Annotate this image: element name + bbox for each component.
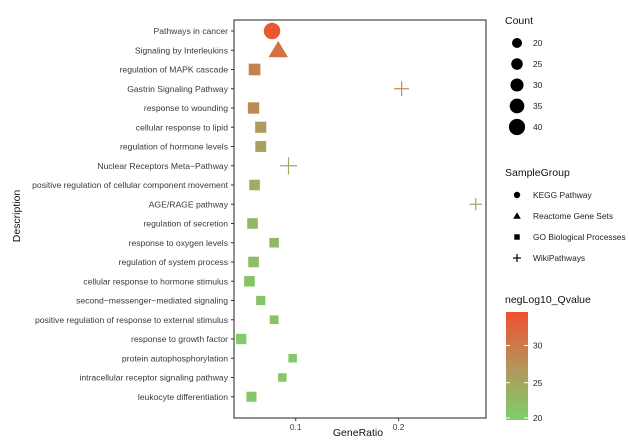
category-label: cellular response to hormone stimulus — [83, 276, 228, 286]
legend-group-key-triangle — [513, 212, 521, 219]
category-label: Nuclear Receptors Meta−Pathway — [97, 161, 228, 171]
category-label: intracellular receptor signaling pathway — [79, 373, 228, 383]
data-point-plus — [279, 157, 298, 175]
legend-samplegroup: KEGG Pathway Reactome Gene Sets GO Biologi… — [513, 190, 626, 263]
legend-group-label: WikiPathways — [533, 253, 585, 263]
category-label: Pathways in cancer — [153, 26, 228, 36]
data-point-square — [256, 295, 266, 306]
category-label: regulation of system process — [119, 257, 228, 267]
category-label: response to oxygen levels — [129, 238, 228, 248]
y-axis-labels: Pathways in cancer Signaling by Interleuk… — [32, 26, 229, 402]
data-point-square — [244, 275, 255, 287]
category-label: regulation of secretion — [143, 219, 228, 229]
legend-group-label: GO Biological Processes — [533, 232, 626, 242]
data-point-plus — [394, 81, 410, 97]
data-point-square — [255, 141, 267, 152]
data-point-plus — [469, 198, 482, 211]
category-label: response to growth factor — [131, 334, 228, 344]
data-point-square — [249, 179, 260, 191]
legend-count-label: 35 — [533, 101, 543, 111]
category-label: regulation of MAPK cascade — [120, 65, 229, 75]
legend-qvalue-colorbar — [506, 312, 528, 420]
category-label: second−messenger−mediated signaling — [76, 296, 228, 306]
legend-group-key-plus — [513, 254, 521, 262]
data-point-square — [278, 373, 287, 382]
y-axis-title: Description — [11, 190, 23, 243]
legend-count-label: 40 — [533, 122, 543, 132]
x-axis-title: GeneRatio — [333, 427, 383, 439]
x-tick-label: 0.1 — [290, 422, 302, 432]
category-label: Gastrin Signaling Pathway — [127, 84, 228, 94]
data-point-square — [247, 102, 260, 114]
data-point-square — [246, 391, 257, 402]
legend-count-label: 25 — [533, 59, 543, 69]
legend-count: 20 25 30 35 40 — [508, 38, 543, 136]
legend-group-label: KEGG Pathway — [533, 190, 592, 200]
legend-group-label: Reactome Gene Sets — [533, 211, 613, 221]
data-points — [236, 22, 482, 402]
legend-count-dot — [510, 78, 524, 92]
category-label: AGE/RAGE pathway — [149, 199, 229, 209]
legend-qvalue-ticks: 20 25 30 — [506, 341, 543, 423]
legend-count-dot — [512, 38, 522, 48]
legend-qvalue-label: 30 — [533, 341, 543, 351]
category-label: protein autophosphorylation — [122, 353, 228, 363]
data-point-square — [248, 256, 259, 268]
legend-count-title: Count — [505, 15, 533, 27]
legend-count-dot — [511, 58, 523, 70]
data-point-square — [247, 218, 258, 229]
data-point-square — [236, 333, 247, 345]
legend-group-key-square — [514, 234, 520, 240]
data-point-circle — [263, 22, 281, 40]
legend-count-dot — [509, 98, 525, 114]
legend-qvalue-label: 20 — [533, 413, 543, 423]
category-label: leukocyte differentiation — [138, 392, 228, 402]
legend-group-key-circle — [513, 191, 521, 199]
category-label: response to wounding — [144, 103, 228, 113]
legend-count-label: 30 — [533, 80, 543, 90]
legend-qvalue-label: 25 — [533, 378, 543, 388]
legend-qvalue-title: negLog10_Qvalue — [505, 294, 591, 306]
category-label: regulation of hormone levels — [120, 142, 228, 152]
y-axis-ticks — [231, 30, 234, 398]
category-label: positive regulation of response to exter… — [35, 315, 228, 325]
plot-panel — [233, 19, 487, 419]
data-point-square — [288, 354, 297, 363]
data-point-square — [255, 121, 267, 133]
category-label: cellular response to lipid — [136, 122, 228, 132]
data-point-square — [269, 315, 279, 325]
data-point-triangle — [268, 40, 289, 58]
data-point-square — [269, 237, 279, 248]
legend-samplegroup-title: SampleGroup — [505, 167, 570, 179]
x-axis: 0.1 0.2 — [290, 418, 405, 432]
category-label: Signaling by Interleukins — [135, 45, 228, 55]
category-label: positive regulation of cellular componen… — [32, 180, 228, 190]
legend-count-dot — [508, 118, 526, 136]
data-point-square — [248, 63, 261, 76]
legend-count-label: 20 — [533, 38, 543, 48]
x-tick-label: 0.2 — [393, 422, 405, 432]
